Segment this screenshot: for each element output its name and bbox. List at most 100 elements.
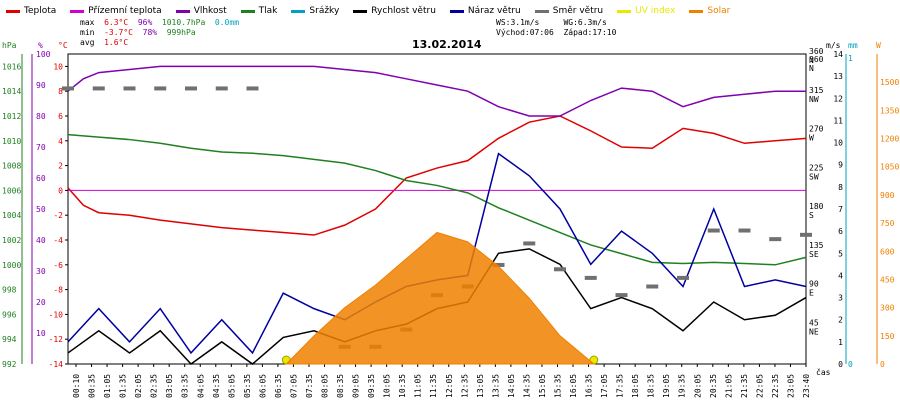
legend-label: UV index (635, 6, 676, 16)
unit-ms: m/s (826, 41, 841, 50)
legend-item: Tlak (240, 4, 277, 18)
x-tick-label: 03:35 (181, 374, 190, 398)
unit-pct: % (38, 41, 43, 50)
x-tick-label: 17:05 (600, 374, 609, 398)
pressure-tick: 1008 (2, 162, 21, 171)
legend-swatch (689, 9, 704, 13)
x-tick-label: 07:35 (305, 374, 314, 398)
wind-dir-mark (523, 241, 536, 246)
wind-tick: 11 (833, 116, 843, 125)
solar-tick: 150 (880, 332, 895, 341)
legend-swatch (617, 9, 632, 13)
x-tick-label: 00:35 (88, 374, 97, 398)
wind-dir-mark (646, 284, 659, 289)
humidity-tick: 40 (36, 236, 46, 245)
x-tick-label: 06:35 (274, 374, 283, 398)
dir-tick: 90 (809, 280, 819, 289)
dir-tick-label: NE (809, 327, 819, 336)
humidity-tick: 80 (36, 112, 46, 121)
legend-label: Náraz větru (467, 6, 521, 16)
pressure-tick: 992 (2, 360, 17, 369)
x-tick-label: 21:05 (724, 374, 733, 398)
dir-tick: 360 (809, 47, 824, 56)
humidity-tick: 30 (36, 267, 46, 276)
x-tick-label: 10:05 (383, 374, 392, 398)
wind-tick: 2 (838, 316, 843, 325)
wind-dir-mark (769, 237, 782, 242)
temp-tick: -8 (53, 286, 63, 295)
x-tick-label: 13:35 (491, 374, 500, 398)
x-tick-label: 00:10 (72, 374, 81, 398)
solar-area (285, 231, 596, 365)
x-tick-label: 21:35 (740, 374, 749, 398)
x-tick-label: 22:05 (755, 374, 764, 398)
legend-swatch (70, 9, 85, 13)
x-tick-label: 13:05 (476, 374, 485, 398)
pressure-tick: 1016 (2, 62, 21, 71)
pressure-tick: 1000 (2, 261, 21, 270)
x-tick-label: 23:05 (786, 374, 795, 398)
pressure-tick: 1004 (2, 211, 21, 220)
pressure-tick: 1002 (2, 236, 21, 245)
legend-swatch (175, 9, 190, 13)
solar-tick: 300 (880, 304, 895, 313)
legend-item: UV index (617, 4, 675, 18)
solar-tick: 1500 (880, 78, 899, 87)
solar-tick: 600 (880, 247, 895, 256)
temp-tick: 2 (58, 162, 63, 171)
legend-item: Solar (689, 4, 730, 18)
x-tick-label: 01:05 (103, 374, 112, 398)
stats-max: max 6.3°C 96% 1010.7hPa 0.0mm (80, 18, 240, 27)
series-line-teplota (67, 115, 807, 236)
dir-tick-label: W (809, 134, 814, 143)
x-tick-label: 07:05 (289, 374, 298, 398)
stats-avg: avg 1.6°C (80, 38, 129, 47)
unit-mm: mm (848, 41, 858, 50)
wind-dir-mark (677, 275, 689, 280)
humidity-tick: 50 (36, 205, 46, 214)
x-tick-label: 16:35 (585, 374, 594, 398)
temp-tick: 0 (58, 186, 63, 195)
dir-tick-label: S (809, 211, 814, 220)
wind-tick: 14 (833, 50, 843, 59)
wind-tick: 3 (838, 294, 843, 303)
legend-item: Rychlost větru (353, 4, 436, 18)
x-tick-label: 23:40 (802, 374, 811, 398)
legend-label: Srážky (309, 6, 340, 16)
legend-label: Solar (707, 6, 731, 16)
solar-tick: 1050 (880, 163, 899, 172)
x-tick-label: 08:35 (336, 374, 345, 398)
x-tick-label: 19:35 (678, 374, 687, 398)
wind-dir-mark (800, 232, 812, 237)
humidity-tick: 20 (36, 298, 46, 307)
x-tick-label: 12:35 (460, 374, 469, 398)
wind-dir-mark (154, 86, 167, 91)
solar-tick: 450 (880, 275, 895, 284)
dir-tick: 315 (809, 86, 824, 95)
dir-tick-label: N (809, 64, 814, 73)
unit-c: °C (58, 41, 68, 50)
wind-dir-mark (707, 228, 720, 233)
temp-tick: -14 (49, 360, 64, 369)
chart-title: 13.02.2014 (412, 38, 482, 51)
x-tick-label: 05:05 (227, 374, 236, 398)
temp-tick: 10 (53, 62, 63, 71)
unit-hpa: hPa (2, 41, 17, 50)
solar-tick: 900 (880, 191, 895, 200)
wind-dir-mark (492, 262, 505, 267)
x-tick-label: 04:35 (212, 374, 221, 398)
legend-item: Srážky (291, 4, 339, 18)
x-tick-label: 02:05 (134, 374, 143, 398)
temp-tick: 6 (58, 112, 63, 121)
wind-dir-mark (123, 86, 136, 91)
solar-tick: 1200 (880, 135, 899, 144)
legend-item: Teplota (6, 4, 56, 18)
pressure-tick: 1012 (2, 112, 21, 121)
x-tick-label: 20:35 (709, 374, 718, 398)
x-tick-label: 14:35 (522, 374, 531, 398)
x-tick-label: 05:35 (243, 374, 252, 398)
wind-dir-mark (615, 293, 628, 298)
series-line-vlhkost (67, 65, 806, 117)
humidity-tick: 10 (36, 329, 46, 338)
